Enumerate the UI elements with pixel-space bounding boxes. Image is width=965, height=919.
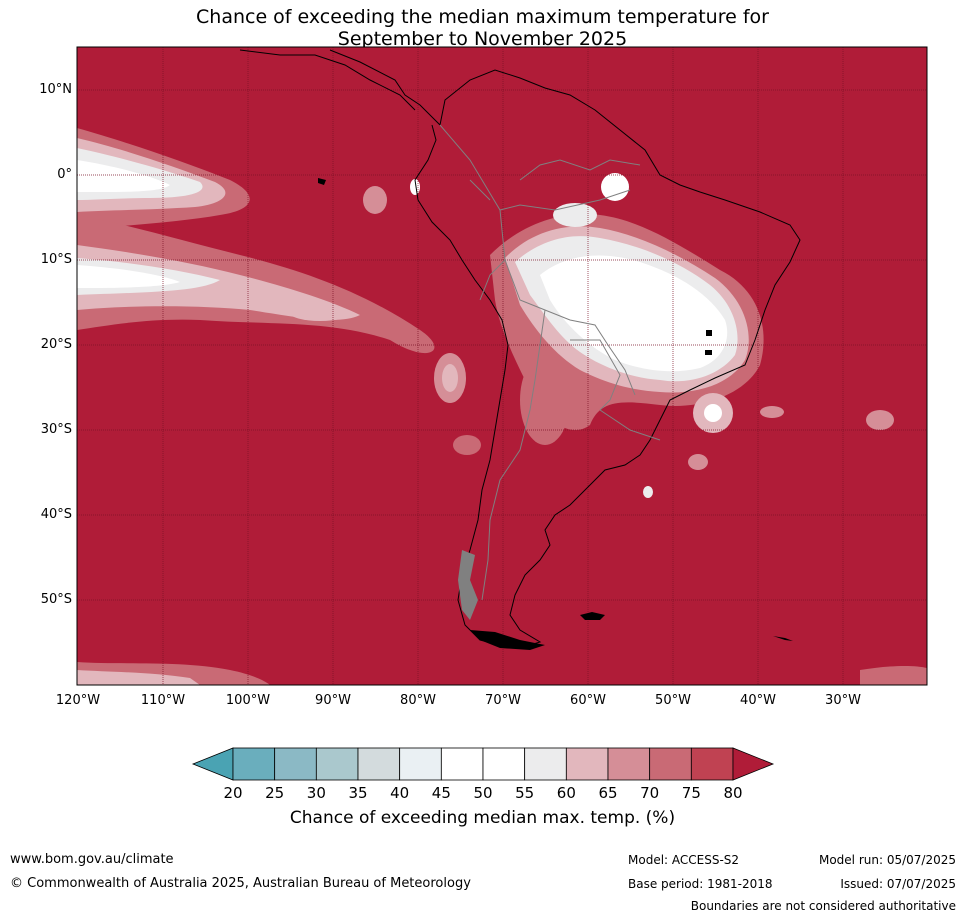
colorbar-arrow-high	[732, 747, 775, 781]
colorbar-swatch	[315, 747, 359, 781]
colorbar-tick-label: 40	[390, 784, 410, 802]
colorbar-swatch	[649, 747, 692, 781]
colorbar-tick-label: 35	[348, 784, 368, 802]
falkland-islands	[580, 612, 605, 620]
website-link[interactable]: www.bom.gov.au/climate	[10, 852, 174, 867]
tierra-del-fuego	[470, 630, 545, 650]
colorbar-swatch	[399, 747, 442, 781]
country-borders	[439, 124, 661, 601]
colorbar-tick-label: 45	[431, 784, 451, 802]
colorbar-swatch	[690, 747, 734, 781]
colorbar-swatch	[357, 747, 401, 781]
south-georgia	[773, 636, 793, 641]
disclaimer-text: Boundaries are not considered authoritat…	[690, 899, 956, 913]
colorbar-tick-label: 50	[473, 784, 493, 802]
colorbar-tick-label: 30	[306, 784, 326, 802]
colorbar-swatch	[565, 747, 609, 781]
colorbar-tick-label: 70	[640, 784, 660, 802]
issued-text: Issued: 07/07/2025	[840, 877, 956, 891]
colorbar-arrow-low	[191, 747, 234, 781]
lat-label-0: 0°	[57, 167, 72, 182]
lat-label-40s: 40°S	[40, 507, 72, 522]
southern-band	[77, 662, 927, 685]
colorbar-swatch	[482, 747, 526, 781]
lon-label-70w: 70°W	[485, 693, 521, 708]
copyright-text: © Commonwealth of Australia 2025, Austra…	[10, 876, 471, 891]
lon-label-40w: 40°W	[740, 693, 776, 708]
colorbar-label: Chance of exceeding median max. temp. (%…	[289, 808, 676, 828]
brazil-dots	[706, 330, 712, 336]
colorbar-swatch	[524, 747, 567, 781]
colorbar-tick-label: 60	[556, 784, 576, 802]
brazil-neutral-region	[410, 173, 894, 498]
map-background	[77, 47, 927, 685]
colorbar-tick-label: 80	[723, 784, 743, 802]
lon-label-50w: 50°W	[655, 693, 691, 708]
colorbar-swatch	[232, 747, 276, 781]
lon-label-90w: 90°W	[315, 693, 351, 708]
model-run-text: Model run: 05/07/2025	[818, 853, 956, 867]
lon-label-30w: 30°W	[825, 693, 861, 708]
lon-label-110w: 110°W	[140, 693, 186, 708]
lon-label-60w: 60°W	[570, 693, 606, 708]
lat-label-10n: 10°N	[39, 82, 72, 97]
colorbar-tick-label: 75	[681, 784, 701, 802]
lat-label-10s: 10°S	[40, 252, 72, 267]
model-text: Model: ACCESS-S2	[628, 853, 740, 867]
lat-label-30s: 30°S	[40, 422, 72, 437]
colorbar-tick-label: 25	[265, 784, 285, 802]
pacific-plume-south	[77, 186, 481, 455]
colorbar-tick-label: 55	[515, 784, 535, 802]
lon-label-100w: 100°W	[225, 693, 271, 708]
colorbar-tick-label: 65	[598, 784, 618, 802]
colorbar-swatch	[274, 747, 317, 781]
colorbar-swatch	[607, 747, 651, 781]
central-america-coastline	[239, 49, 416, 111]
lat-label-20s: 20°S	[40, 337, 72, 352]
gridlines	[77, 47, 927, 685]
colorbar-tick-label: 20	[223, 784, 243, 802]
lat-label-50s: 50°S	[40, 592, 72, 607]
chile-fjords	[458, 550, 478, 620]
galapagos-islands	[318, 178, 326, 185]
lon-label-120w: 120°W	[55, 693, 101, 708]
map-title-line-2: September to November 2025	[337, 28, 628, 50]
base-period-text: Base period: 1981-2018	[628, 877, 773, 891]
south-america-coastline	[329, 49, 801, 649]
map-title-line-1: Chance of exceeding the median maximum t…	[196, 6, 769, 28]
lon-label-80w: 80°W	[400, 693, 436, 708]
colorbar-swatch	[440, 747, 484, 781]
